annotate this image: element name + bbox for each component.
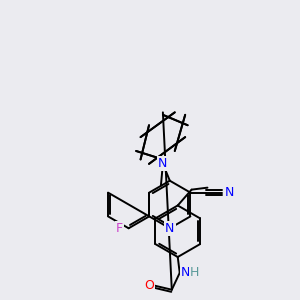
Text: N: N: [181, 266, 190, 279]
Text: N: N: [224, 186, 234, 199]
Text: O: O: [144, 279, 154, 292]
Text: N: N: [165, 222, 175, 235]
Text: H: H: [190, 266, 199, 279]
Text: F: F: [116, 222, 123, 235]
Text: N: N: [158, 158, 168, 170]
